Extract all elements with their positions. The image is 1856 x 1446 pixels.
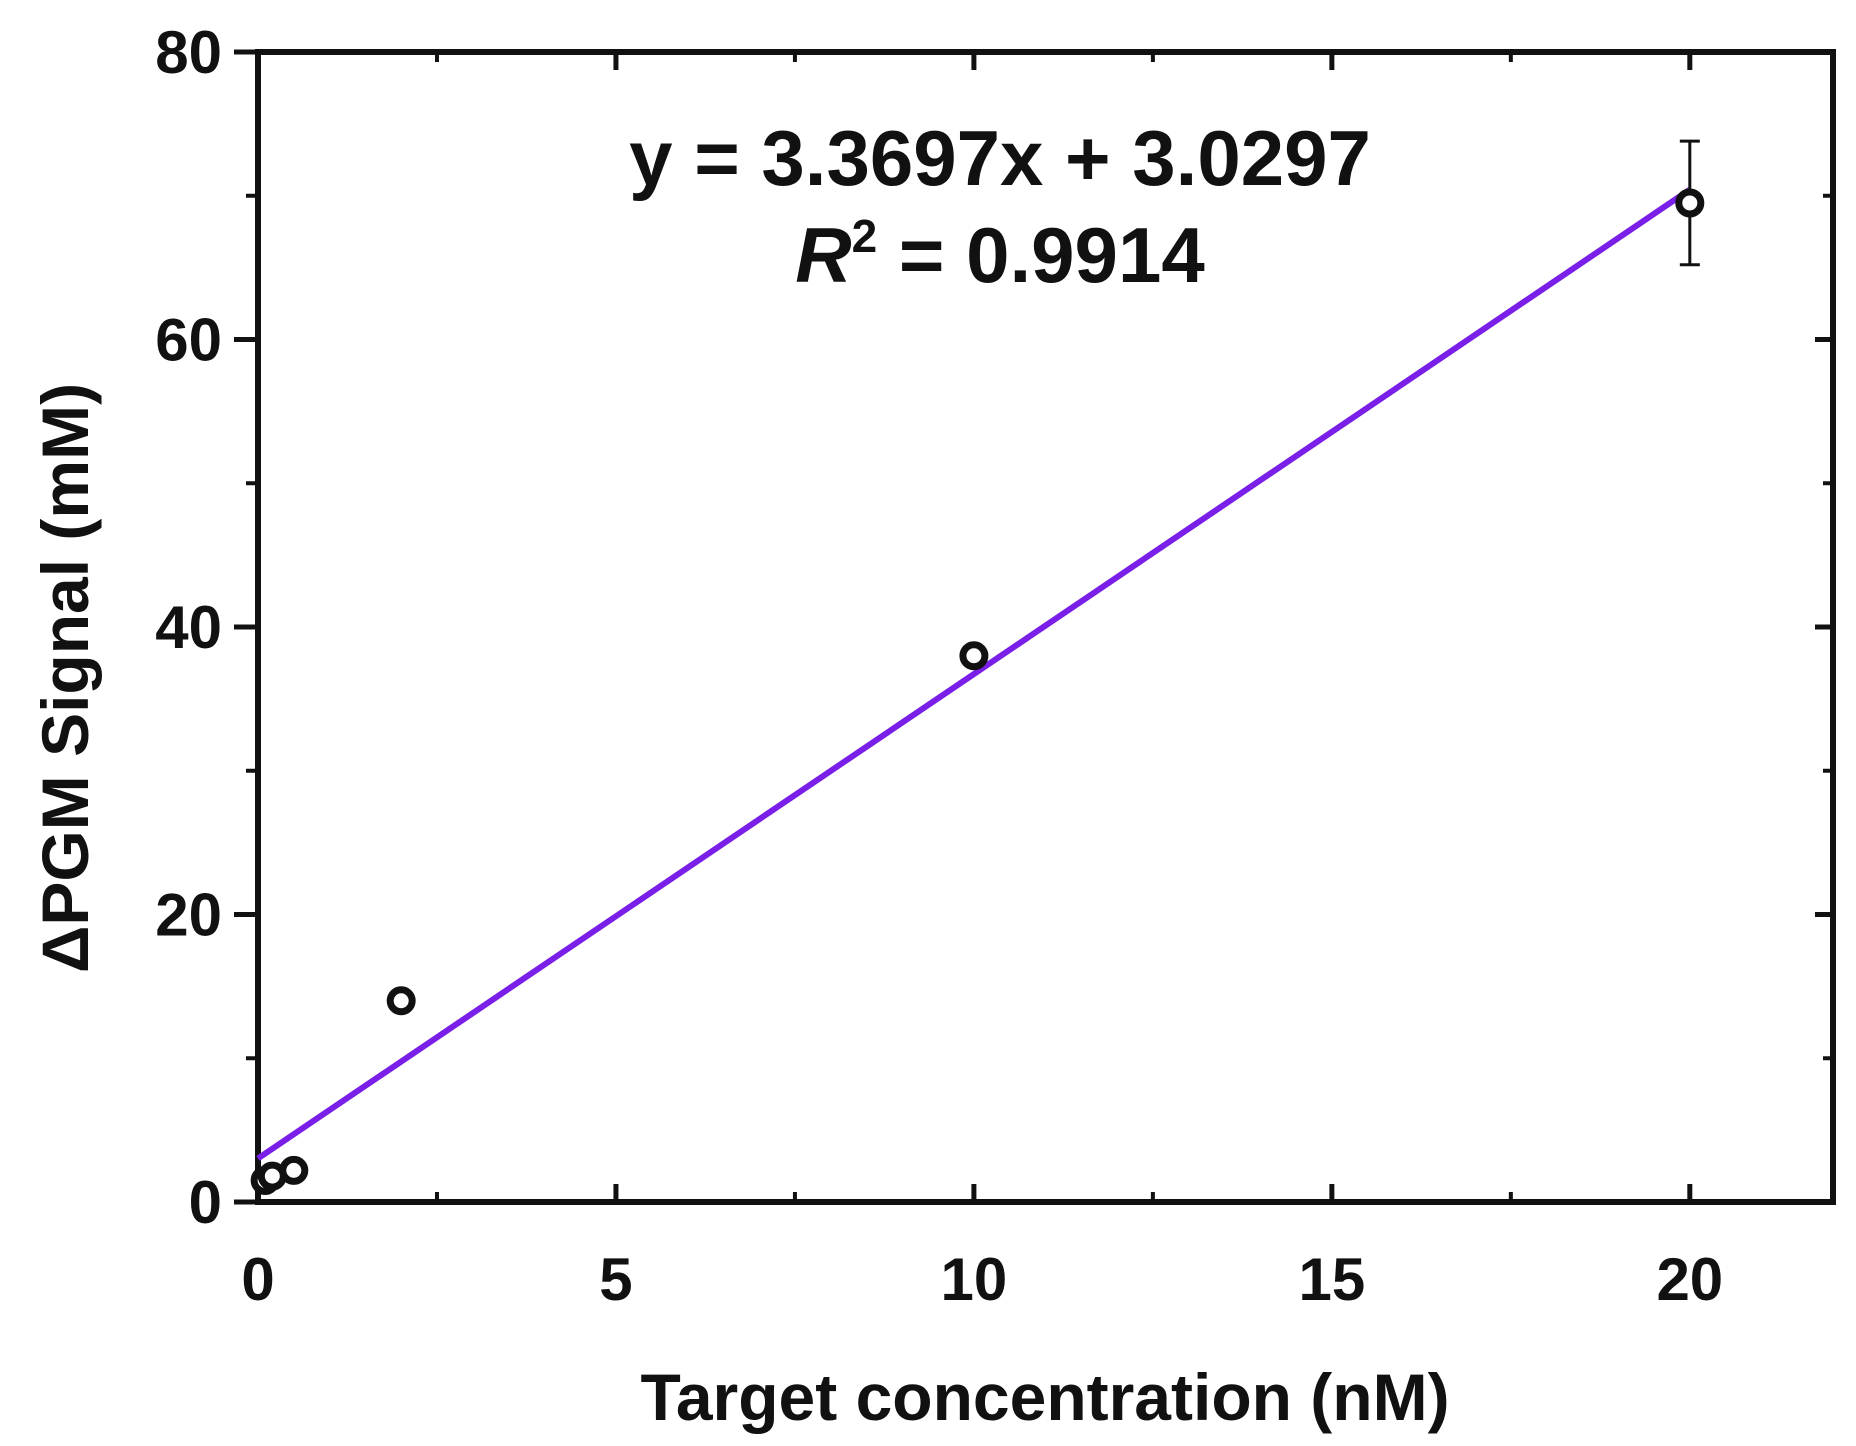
x-tick-label: 20 <box>1656 1246 1723 1313</box>
data-point <box>386 986 416 1016</box>
y-tick-label: 20 <box>155 882 222 949</box>
x-tick-label: 0 <box>241 1246 274 1313</box>
x-tick-label: 10 <box>941 1246 1008 1313</box>
y-tick-label: 0 <box>189 1169 222 1236</box>
y-tick-label: 60 <box>155 307 222 374</box>
y-tick-label: 80 <box>155 19 222 86</box>
x-tick-label: 5 <box>599 1246 632 1313</box>
data-point <box>279 1155 309 1185</box>
x-axis-title: Target concentration (nM) <box>640 1360 1449 1434</box>
r-squared-value: = 0.9914 <box>877 211 1204 299</box>
equation-label: y = 3.3697x + 3.0297 <box>629 114 1371 202</box>
r-squared-symbol: R <box>795 211 851 299</box>
linear-fit-line <box>256 187 1692 1161</box>
x-tick-label: 15 <box>1298 1246 1365 1313</box>
r-squared-label: R2 = 0.9914 <box>795 210 1204 299</box>
r-squared-superscript: 2 <box>852 210 878 262</box>
y-tick-label: 40 <box>155 594 222 661</box>
data-point <box>1675 188 1705 218</box>
axes: 0 5 10 15 20 0 20 40 60 80 <box>155 19 1833 1313</box>
fit-line-group <box>256 187 1692 1161</box>
y-axis-title: ΔPGM Signal (mM) <box>28 383 102 973</box>
data-points <box>250 139 1705 1195</box>
data-point <box>959 641 989 671</box>
